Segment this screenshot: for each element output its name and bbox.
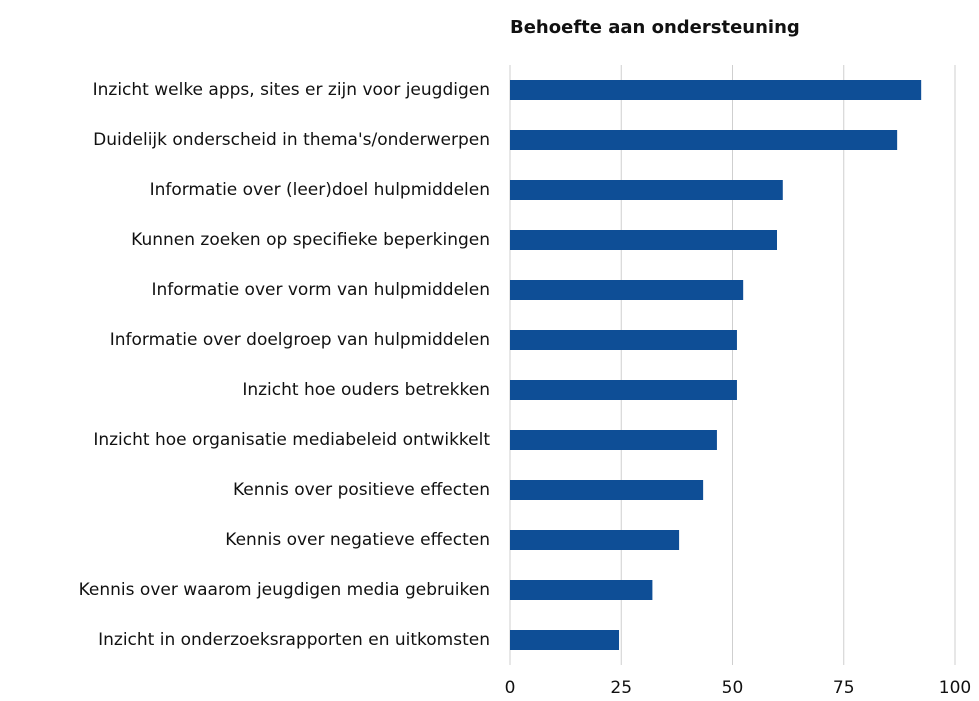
x-tick-label: 100 xyxy=(939,678,971,697)
y-tick-label: Inzicht in onderzoeksrapporten en uitkom… xyxy=(98,630,490,650)
y-tick-label: Informatie over (leer)doel hulpmiddelen xyxy=(150,180,490,200)
y-tick-label: Duidelijk onderscheid in thema's/onderwe… xyxy=(93,130,490,150)
x-tick-label: 75 xyxy=(833,678,855,697)
bar xyxy=(510,430,717,450)
x-tick-label: 25 xyxy=(610,678,632,697)
bar xyxy=(510,80,922,100)
y-tick-label: Kennis over negatieve effecten xyxy=(225,530,490,550)
chart-title: Behoefte aan ondersteuning xyxy=(510,17,800,38)
y-tick-label: Inzicht hoe organisatie mediabeleid ontw… xyxy=(93,430,490,450)
y-tick-label: Kennis over waarom jeugdigen media gebru… xyxy=(79,580,490,600)
bar xyxy=(510,130,898,150)
y-tick-label: Inzicht hoe ouders betrekken xyxy=(242,380,490,400)
y-tick-label: Informatie over doelgroep van hulpmiddel… xyxy=(110,330,490,350)
bar xyxy=(510,380,737,400)
y-tick-label: Kennis over positieve effecten xyxy=(233,480,490,500)
bar xyxy=(510,630,620,650)
bar xyxy=(510,180,783,200)
bar xyxy=(510,480,704,500)
y-tick-label: Inzicht welke apps, sites er zijn voor j… xyxy=(93,80,490,100)
x-tick-label: 0 xyxy=(505,678,516,697)
y-tick-label: Informatie over vorm van hulpmiddelen xyxy=(151,280,490,300)
x-tick-label: 50 xyxy=(722,678,744,697)
bar xyxy=(510,530,680,550)
bar xyxy=(510,230,777,250)
y-tick-label: Kunnen zoeken op specifieke beperkingen xyxy=(131,230,490,250)
bar xyxy=(510,580,653,600)
bar xyxy=(510,280,744,300)
bar xyxy=(510,330,737,350)
